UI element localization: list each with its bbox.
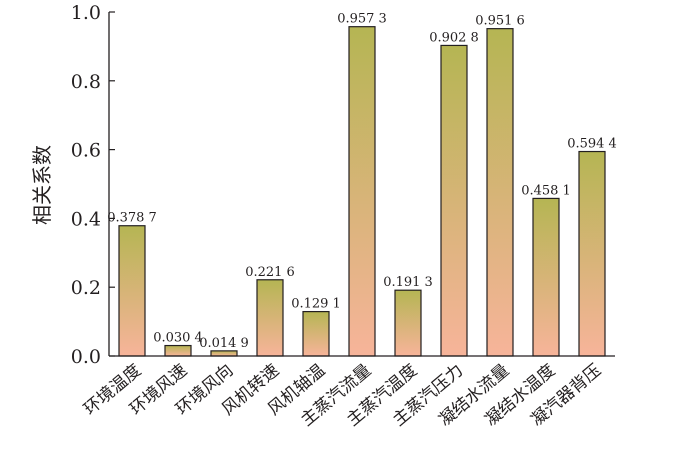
- bar: [348, 26, 376, 357]
- y-axis-title: 相关系数: [30, 145, 54, 225]
- y-tick-label: 0.8: [71, 71, 101, 93]
- data-label: 0.458 1: [521, 183, 571, 198]
- data-label: 0.957 3: [337, 12, 387, 27]
- data-label: 0.221 6: [245, 265, 295, 280]
- data-label: 0.014 9: [199, 336, 249, 351]
- data-label: 0.902 8: [429, 30, 479, 45]
- data-label: 0.951 6: [475, 14, 525, 29]
- bar: [210, 350, 238, 357]
- data-label: 0.030 4: [153, 331, 203, 346]
- bar: [164, 344, 192, 357]
- data-label: 0.129 1: [291, 297, 341, 312]
- data-label: 0.191 3: [383, 275, 433, 290]
- y-tick-label: 0.4: [71, 208, 101, 230]
- bar: [532, 197, 560, 357]
- y-tick-label: 0.6: [71, 140, 101, 162]
- bar: [118, 225, 146, 357]
- y-tick-label: 0.2: [71, 277, 101, 299]
- bar: [486, 28, 514, 357]
- bar: [302, 310, 330, 357]
- y-tick-label: 1.0: [71, 2, 101, 24]
- y-tick-label: 0.0: [71, 346, 101, 368]
- data-label: 0.378 7: [107, 211, 157, 226]
- bar: [578, 150, 606, 357]
- data-label: 0.594 4: [567, 137, 617, 152]
- bar: [256, 279, 284, 357]
- bar: [440, 44, 468, 357]
- bar: [394, 289, 422, 357]
